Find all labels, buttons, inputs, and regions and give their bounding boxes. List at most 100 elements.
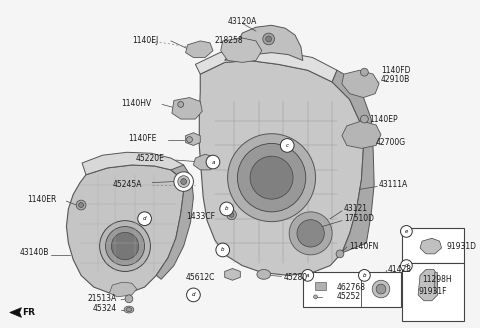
Circle shape xyxy=(181,179,187,185)
Circle shape xyxy=(400,260,412,272)
Text: 1140EJ: 1140EJ xyxy=(132,36,158,45)
Ellipse shape xyxy=(124,306,134,313)
Circle shape xyxy=(125,295,133,303)
Circle shape xyxy=(336,250,344,258)
Text: 43111A: 43111A xyxy=(379,180,408,189)
Circle shape xyxy=(100,221,150,272)
Text: 42910B: 42910B xyxy=(381,75,410,85)
Circle shape xyxy=(206,155,220,169)
Circle shape xyxy=(227,210,237,220)
Circle shape xyxy=(228,134,315,222)
Text: 91931F: 91931F xyxy=(418,287,446,297)
Circle shape xyxy=(360,115,368,123)
Polygon shape xyxy=(199,60,363,276)
Text: 45220E: 45220E xyxy=(135,154,164,163)
Circle shape xyxy=(372,280,390,298)
Text: b: b xyxy=(221,247,225,253)
Polygon shape xyxy=(186,41,213,57)
Circle shape xyxy=(263,33,275,45)
Circle shape xyxy=(106,227,144,266)
Polygon shape xyxy=(66,165,184,293)
Circle shape xyxy=(229,212,234,217)
Circle shape xyxy=(280,139,294,152)
Circle shape xyxy=(360,68,368,76)
Polygon shape xyxy=(342,70,379,97)
Ellipse shape xyxy=(257,270,271,279)
Text: 21513A: 21513A xyxy=(88,294,117,303)
Polygon shape xyxy=(193,154,217,170)
Text: 42700G: 42700G xyxy=(376,138,406,147)
Text: 1140HV: 1140HV xyxy=(121,99,151,108)
Circle shape xyxy=(250,156,293,199)
Text: 11298H: 11298H xyxy=(422,275,452,284)
Text: 41428: 41428 xyxy=(388,265,412,274)
Polygon shape xyxy=(342,121,381,148)
Circle shape xyxy=(289,212,332,255)
Circle shape xyxy=(187,288,200,302)
Circle shape xyxy=(376,284,386,294)
Text: 43120A: 43120A xyxy=(228,17,257,26)
Text: c: c xyxy=(286,143,288,148)
Text: 1140EP: 1140EP xyxy=(369,114,398,124)
Circle shape xyxy=(359,270,370,281)
Polygon shape xyxy=(82,152,184,178)
Text: 43121: 43121 xyxy=(344,204,368,214)
Bar xyxy=(403,263,464,321)
Circle shape xyxy=(238,143,306,212)
Bar xyxy=(434,273,437,292)
Text: FR: FR xyxy=(23,308,36,317)
Bar xyxy=(314,282,326,290)
Circle shape xyxy=(76,200,86,210)
Text: a: a xyxy=(211,159,215,165)
Text: 462768: 462768 xyxy=(337,283,366,292)
Circle shape xyxy=(220,202,233,216)
Text: 45252: 45252 xyxy=(337,292,361,301)
Text: 45280: 45280 xyxy=(283,273,307,282)
Text: 1140FN: 1140FN xyxy=(349,241,378,251)
Polygon shape xyxy=(186,133,200,145)
Text: 45612C: 45612C xyxy=(186,273,215,282)
Polygon shape xyxy=(10,308,22,318)
Polygon shape xyxy=(156,165,193,279)
Text: 1140FD: 1140FD xyxy=(381,66,410,75)
Text: 1140ER: 1140ER xyxy=(27,195,57,204)
Polygon shape xyxy=(418,270,438,301)
Polygon shape xyxy=(195,50,337,82)
Text: d: d xyxy=(405,263,408,268)
Polygon shape xyxy=(221,38,262,62)
Ellipse shape xyxy=(126,308,132,312)
Text: 45245A: 45245A xyxy=(112,180,142,189)
Polygon shape xyxy=(225,25,303,60)
Circle shape xyxy=(187,137,192,142)
Circle shape xyxy=(400,226,412,237)
Polygon shape xyxy=(225,269,240,280)
Circle shape xyxy=(178,101,184,107)
Bar xyxy=(403,229,464,263)
Text: 1433CF: 1433CF xyxy=(186,212,215,221)
Text: 45324: 45324 xyxy=(93,304,117,313)
Polygon shape xyxy=(420,238,442,254)
Circle shape xyxy=(178,176,190,187)
Circle shape xyxy=(216,243,229,257)
Text: d: d xyxy=(192,292,195,297)
Circle shape xyxy=(174,172,193,191)
Polygon shape xyxy=(172,97,202,119)
Text: 17510D: 17510D xyxy=(344,214,374,223)
Text: b: b xyxy=(362,273,366,278)
Text: 91931D: 91931D xyxy=(446,241,477,251)
Circle shape xyxy=(313,295,317,299)
Text: b: b xyxy=(225,206,228,212)
Text: a: a xyxy=(306,273,310,278)
Circle shape xyxy=(297,220,324,247)
Text: 1140FE: 1140FE xyxy=(128,134,156,143)
Text: d: d xyxy=(143,216,146,221)
Polygon shape xyxy=(332,70,374,253)
Polygon shape xyxy=(109,282,137,297)
Circle shape xyxy=(266,36,272,42)
Text: 218258: 218258 xyxy=(215,36,243,45)
Circle shape xyxy=(302,270,313,281)
Circle shape xyxy=(111,232,139,260)
Text: e: e xyxy=(405,229,408,234)
Text: 43140B: 43140B xyxy=(20,248,49,257)
Circle shape xyxy=(79,203,84,208)
